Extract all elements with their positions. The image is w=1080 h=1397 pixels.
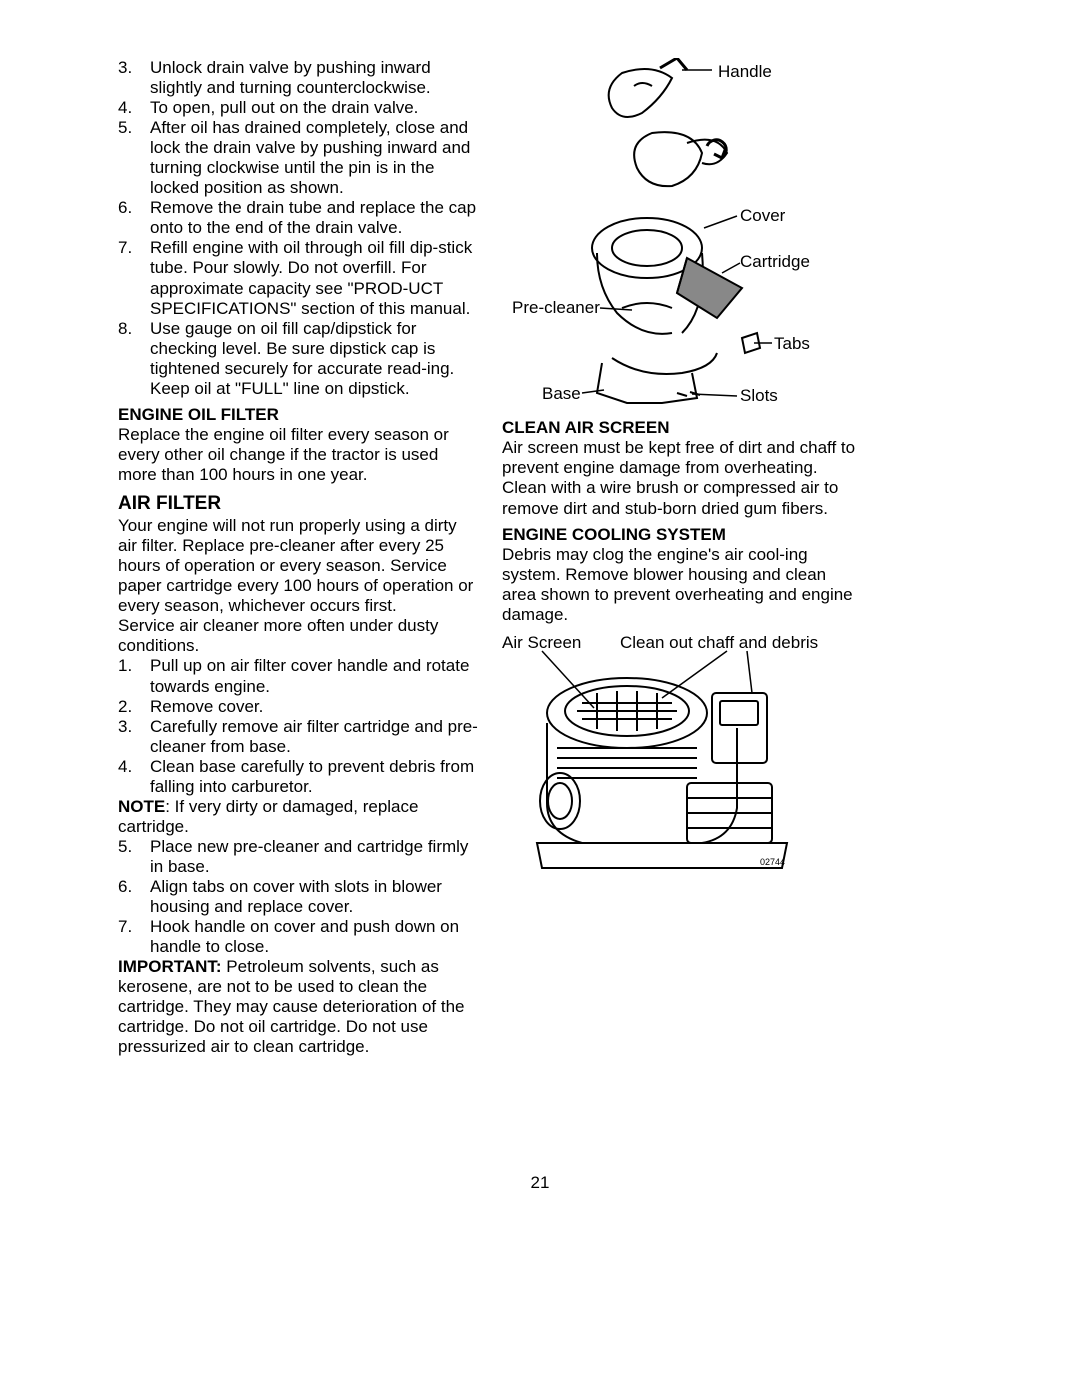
clean-air-screen-heading: CLEAN AIR SCREEN [502,418,862,438]
partno-text: 02744 [760,857,785,867]
engine-oil-filter-body: Replace the engine oil filter every seas… [118,425,478,485]
step-text: Refill engine with oil through oil fill … [150,238,478,318]
manual-page: 3.Unlock drain valve by pushing inward s… [0,0,1080,1097]
important-lead: IMPORTANT: [118,957,222,976]
engine-cooling-diagram: Air Screen Clean out chaff and debris [502,633,822,893]
list-item: 5.Place new pre-cleaner and cartridge fi… [118,837,478,877]
step-text: Use gauge on oil fill cap/dipstick for c… [150,319,478,399]
step-text: Place new pre-cleaner and cartridge firm… [150,837,478,877]
list-item: 4.Clean base carefully to prevent debris… [118,757,478,797]
oil-drain-steps: 3.Unlock drain valve by pushing inward s… [118,58,478,399]
clean-air-screen-body: Air screen must be kept free of dirt and… [502,438,862,518]
step-number: 7. [118,238,150,318]
step-number: 2. [118,697,150,717]
step-text: Remove the drain tube and replace the ca… [150,198,478,238]
step-text: Align tabs on cover with slots in blower… [150,877,478,917]
air-filter-body-1: Your engine will not run properly using … [118,516,478,616]
step-text: To open, pull out on the drain valve. [150,98,478,118]
air-filter-heading: AIR FILTER [118,493,478,516]
list-item: 6.Remove the drain tube and replace the … [118,198,478,238]
air-filter-diagram: Handle Cover Cartridge Pre-cleaner Tabs … [542,58,822,408]
step-number: 3. [118,717,150,757]
air-filter-steps-a: 1.Pull up on air filter cover handle and… [118,656,478,796]
step-number: 7. [118,917,150,957]
air-filter-svg [542,58,822,408]
step-number: 5. [118,837,150,877]
note-lead: NOTE [118,797,165,816]
step-number: 4. [118,757,150,797]
step-text: Unlock drain valve by pushing inward sli… [150,58,478,98]
engine-cooling-heading: ENGINE COOLING SYSTEM [502,525,862,545]
step-text: Pull up on air filter cover handle and r… [150,656,478,696]
label-cartridge: Cartridge [740,252,810,272]
step-number: 3. [118,58,150,98]
step-text: Clean base carefully to prevent debris f… [150,757,478,797]
list-item: 3.Carefully remove air filter cartridge … [118,717,478,757]
step-number: 6. [118,877,150,917]
engine-oil-filter-heading: ENGINE OIL FILTER [118,405,478,425]
list-item: 1.Pull up on air filter cover handle and… [118,656,478,696]
right-column: Handle Cover Cartridge Pre-cleaner Tabs … [502,58,862,1057]
engine-svg: 02744 [502,633,822,893]
air-filter-steps-b: 5.Place new pre-cleaner and cartridge fi… [118,837,478,957]
label-precleaner: Pre-cleaner [512,298,600,318]
step-text: Carefully remove air filter cartridge an… [150,717,478,757]
list-item: 6.Align tabs on cover with slots in blow… [118,877,478,917]
step-number: 8. [118,319,150,399]
step-number: 6. [118,198,150,238]
left-column: 3.Unlock drain valve by pushing inward s… [118,58,478,1057]
step-text: After oil has drained completely, close … [150,118,478,198]
label-tabs: Tabs [774,334,810,354]
air-filter-important: IMPORTANT: Petroleum solvents, such as k… [118,957,478,1057]
step-number: 1. [118,656,150,696]
step-text: Hook handle on cover and push down on ha… [150,917,478,957]
step-number: 4. [118,98,150,118]
page-number: 21 [0,1173,1080,1193]
list-item: 2.Remove cover. [118,697,478,717]
air-filter-note: NOTE: If very dirty or damaged, replace … [118,797,478,837]
step-text: Remove cover. [150,697,478,717]
step-number: 5. [118,118,150,198]
list-item: 5.After oil has drained completely, clos… [118,118,478,198]
list-item: 3.Unlock drain valve by pushing inward s… [118,58,478,98]
label-slots: Slots [740,386,778,406]
label-cover: Cover [740,206,785,226]
list-item: 7.Hook handle on cover and push down on … [118,917,478,957]
engine-cooling-body: Debris may clog the engine's air cool-in… [502,545,862,625]
air-filter-body-2: Service air cleaner more often under dus… [118,616,478,656]
list-item: 8.Use gauge on oil fill cap/dipstick for… [118,319,478,399]
label-handle: Handle [718,62,772,82]
list-item: 7.Refill engine with oil through oil fil… [118,238,478,318]
label-base: Base [542,384,581,404]
list-item: 4.To open, pull out on the drain valve. [118,98,478,118]
